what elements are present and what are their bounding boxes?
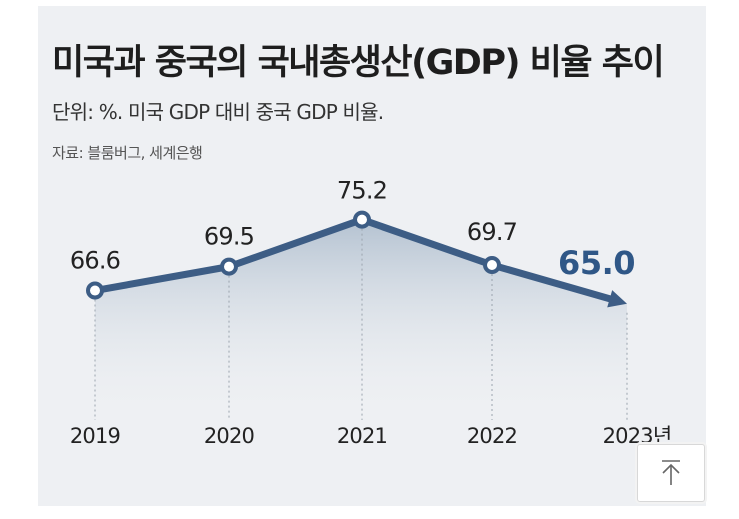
data-label-2019: 66.6 [70, 247, 120, 275]
chart-source: 자료: 블룸버그, 세계은행 [52, 144, 203, 162]
series-arrowhead [607, 290, 627, 308]
x-tick-label-2022: 2022 [467, 424, 517, 448]
chart-title: 미국과 중국의 국내총생산(GDP) 비율 추이 [52, 43, 665, 83]
chart-subtitle: 단위: %. 미국 GDP 대비 중국 GDP 비율. [52, 100, 384, 124]
arrow-up-icon [657, 458, 685, 488]
data-point-2021 [353, 210, 371, 229]
data-label-2020: 69.5 [204, 223, 254, 251]
area-fill [95, 219, 627, 420]
data-point-2020 [220, 257, 238, 276]
scroll-to-top-button[interactable] [637, 444, 705, 502]
data-label-2022: 69.7 [467, 218, 517, 246]
x-tick-label-2020: 2020 [204, 424, 254, 448]
x-tick-label-2021: 2021 [337, 424, 387, 448]
data-label-2021: 75.2 [337, 177, 387, 205]
x-tick-label-2019: 2019 [70, 424, 120, 448]
data-point-2022 [483, 255, 501, 274]
data-point-2019 [86, 281, 104, 300]
data-label-2023년: 65.0 [558, 244, 635, 282]
